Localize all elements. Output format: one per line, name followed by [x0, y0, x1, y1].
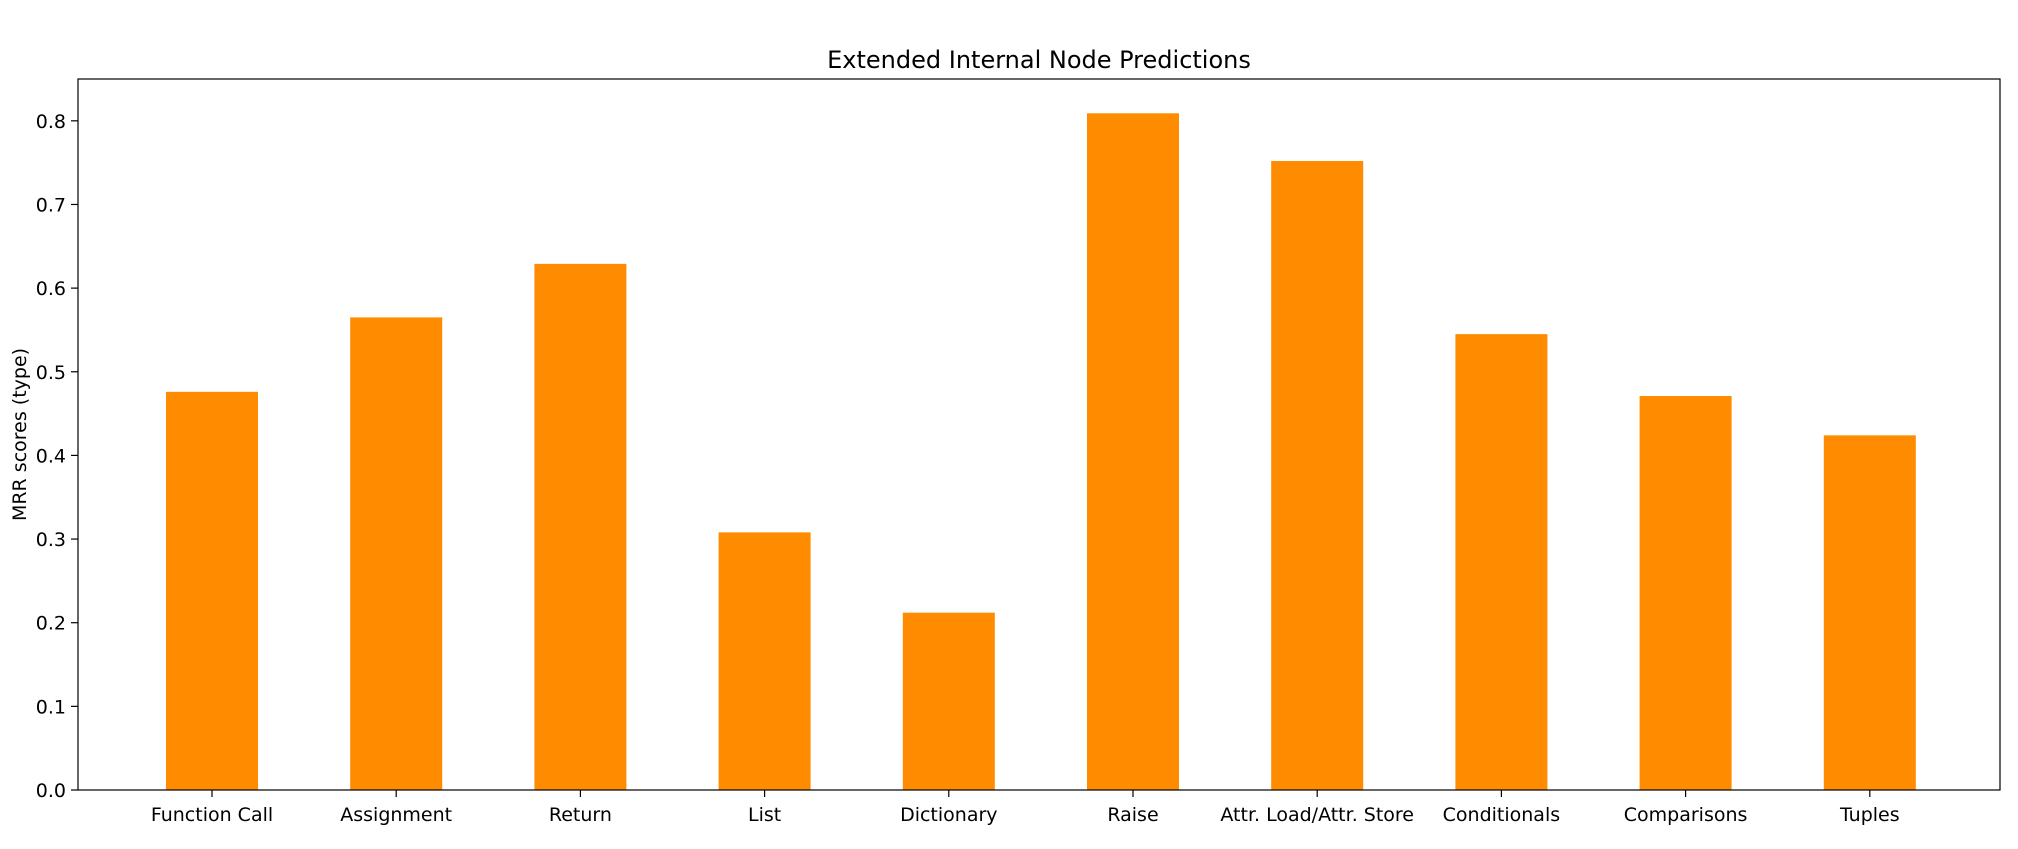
x-tick-label: List	[748, 804, 781, 826]
y-tick-label: 0.6	[36, 278, 66, 300]
x-tick-label: Attr. Load/Attr. Store	[1220, 804, 1414, 826]
plot-frame	[77, 78, 2001, 791]
y-tick-label: 0.1	[36, 696, 66, 718]
bar-return	[534, 263, 627, 790]
bar-conditionals	[1455, 334, 1548, 790]
y-axis: 0.0 0.1 0.2 0.3 0.4 0.5 0.6 0.7 0.8	[36, 111, 78, 802]
x-tick-label: Dictionary	[900, 804, 997, 826]
x-axis: Function Call Assignment Return List Diction…	[151, 790, 1900, 826]
x-tick-label: Return	[549, 804, 612, 826]
y-tick-label: 0.5	[36, 362, 66, 384]
bar-raise	[1087, 113, 1179, 791]
bar-dictionary	[902, 612, 995, 790]
y-tick-label: 0.4	[36, 445, 66, 467]
x-tick-label: Raise	[1107, 804, 1158, 826]
bar-tuples	[1823, 435, 1916, 790]
y-axis-label: MRR scores (type)	[9, 348, 31, 521]
y-tick-label: 0.3	[36, 529, 66, 551]
chart-title: Extended Internal Node Predictions	[827, 46, 1251, 74]
x-tick-label: Conditionals	[1443, 804, 1561, 826]
x-tick-label: Function Call	[151, 804, 273, 826]
x-tick-label: Tuples	[1839, 804, 1900, 826]
bar-comparisons	[1639, 396, 1732, 790]
y-tick-label: 0.0	[36, 780, 66, 802]
y-tick-label: 0.8	[36, 111, 66, 133]
y-tick-label: 0.7	[36, 194, 66, 216]
y-tick-label: 0.2	[36, 613, 66, 635]
x-tick-label: Comparisons	[1624, 804, 1748, 826]
bar-attr-load-attr-store	[1271, 160, 1364, 790]
bar-list	[718, 532, 811, 790]
bars-layer	[166, 113, 1916, 791]
bar-function-call	[166, 391, 258, 790]
x-tick-label: Assignment	[340, 804, 452, 826]
bar-assignment	[350, 317, 443, 790]
